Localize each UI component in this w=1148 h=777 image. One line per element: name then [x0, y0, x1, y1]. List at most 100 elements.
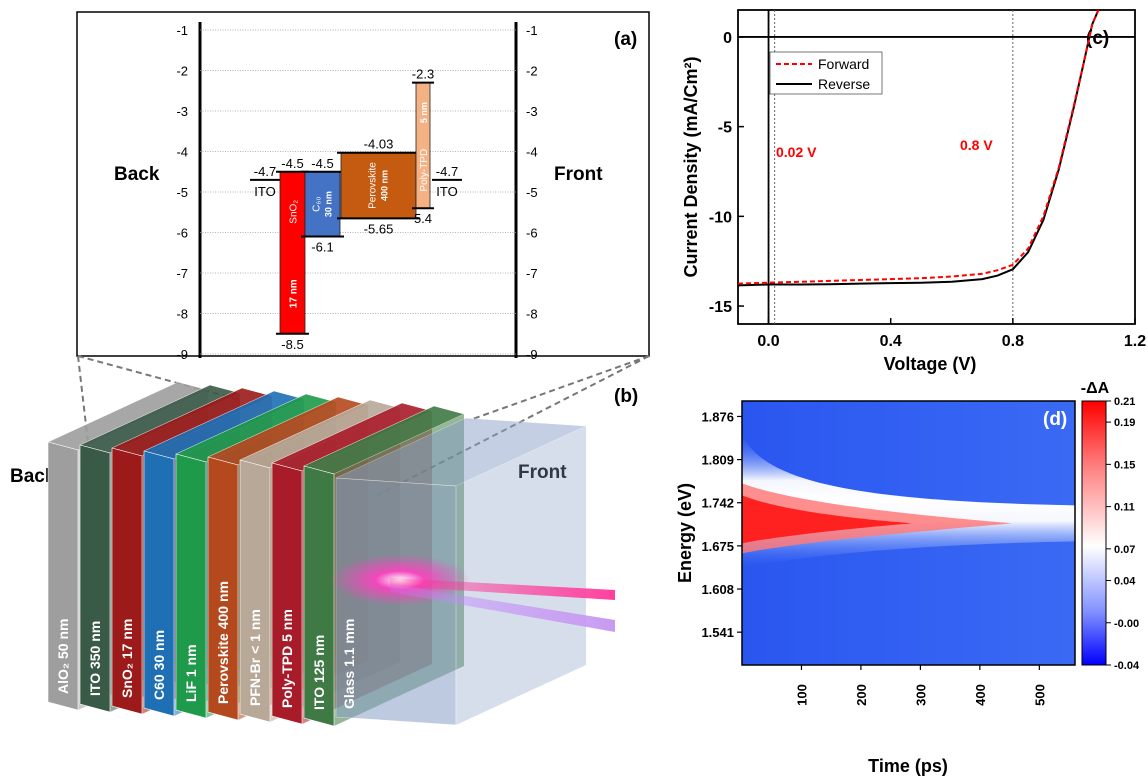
heatmap-signal-mid — [742, 483, 1012, 554]
band-thickness-label: 400 nm — [380, 170, 390, 201]
energy-tick-label-right: -8 — [526, 307, 538, 322]
band-name-label: Poly-TPD — [419, 149, 430, 192]
stack-layer-label: C60 30 nm — [151, 630, 167, 700]
band-top-value: -4.5 — [311, 156, 333, 171]
heatmap-xtick-label: 400 — [973, 684, 988, 706]
colorbar — [1081, 400, 1107, 666]
colorbar-tick-label: 0.11 — [1114, 502, 1135, 514]
band-thickness-label: 30 nm — [324, 191, 334, 217]
colorbar-title: -ΔA — [1081, 380, 1110, 397]
jv-series-forward — [737, 9, 1100, 285]
energy-tick-label-left: -2 — [176, 64, 188, 79]
energy-tick-label-left: -4 — [176, 145, 188, 160]
jv-ytick-label: -15 — [709, 299, 732, 316]
band-bar-sno2 — [279, 171, 306, 335]
jv-ytick-label: -5 — [718, 120, 732, 137]
colorbar-tick-label: 0.19 — [1114, 417, 1135, 429]
band-bottom-value: -8.5 — [281, 337, 303, 352]
colorbar-tick-label: 0.21 — [1114, 396, 1135, 408]
energy-tick-label-left: -6 — [176, 226, 188, 241]
panel-d-label: (d) — [1043, 409, 1067, 430]
energy-tick-label-left: -8 — [176, 307, 188, 322]
heatmap-ytick-label: 1.809 — [701, 453, 734, 468]
panel-a-label: (a) — [614, 29, 637, 50]
energy-tick-label-left: -3 — [176, 104, 188, 119]
heatmap-ytick-label: 1.675 — [701, 539, 734, 554]
band-name-label: SnO₂ — [289, 200, 300, 224]
colorbar-tick-label: 0.07 — [1114, 544, 1135, 556]
jv-xtick-label: 0.0 — [757, 333, 779, 350]
stack-layer-label: ITO 125 nm — [311, 635, 327, 710]
heatmap-ytick-label: 1.876 — [701, 409, 734, 424]
stack-layer-label: Poly-TPD 5 nm — [279, 609, 295, 708]
legend-reverse-label: Reverse — [818, 76, 870, 92]
energy-tick-label-left: -7 — [176, 266, 188, 281]
energy-tick-label-right: -4 — [526, 145, 538, 160]
heatmap-frame — [741, 400, 1076, 666]
band-bar-perovskite — [340, 152, 417, 219]
jv-legend: Forward Reverse — [769, 51, 883, 95]
annotation-0-8v: 0.8 V — [960, 137, 993, 153]
colorbar-tick-label: -0.00 — [1114, 618, 1139, 630]
zoom-line-left — [77, 355, 94, 487]
stack-layer-front — [303, 465, 335, 727]
energy-tick-label-right: -5 — [526, 185, 538, 200]
energy-tick-label-right: -9 — [526, 347, 538, 362]
legend-forward-label: Forward — [818, 56, 869, 72]
stack-layer-label: SnO₂ 17 nm — [119, 619, 135, 698]
band-top-value: -2.3 — [412, 67, 434, 82]
colorbar-tick-label: -0.04 — [1114, 660, 1140, 672]
band-bottom-value: -6.1 — [311, 240, 333, 255]
zoom-line-left2 — [77, 355, 241, 401]
device-stack-panel: (b) Back Front AlO₂ 50 nm ITO 350 nm SnO₂ … — [10, 355, 650, 727]
band-name-label: C₆₀ — [312, 196, 323, 211]
energy-tick-label-left: -1 — [176, 23, 188, 38]
stack-layer-label: AlO₂ 50 nm — [55, 619, 71, 694]
zoom-line-right2 — [469, 355, 650, 421]
band-bottom-value: 5.4 — [414, 211, 432, 226]
energy-tick-label-right: -1 — [526, 23, 538, 38]
band-top-value: -4.03 — [364, 137, 394, 152]
band-bar-c60 — [304, 171, 341, 237]
jv-xtick-label: 0.8 — [1002, 333, 1024, 350]
jv-ytick-label: 0 — [723, 30, 732, 47]
stack-layer-front — [143, 450, 175, 717]
energy-tick-label-left: -9 — [176, 347, 188, 362]
band-bottom-value: -5.65 — [364, 221, 394, 236]
energy-tick-label-left: -5 — [176, 185, 188, 200]
jv-xlabel: Voltage (V) — [884, 354, 977, 374]
jv-ylabel: Current Density (mA/Cm²) — [681, 56, 701, 277]
jv-xtick-label: 1.2 — [1124, 333, 1146, 350]
energy-tick-label-right: -6 — [526, 226, 538, 241]
stack-layer-label: Perovskite 400 nm — [215, 581, 231, 704]
stack-layer-front — [239, 459, 271, 723]
energy-tick-label-right: -3 — [526, 104, 538, 119]
laser-beam-pink — [390, 578, 615, 600]
transient-absorption-panel: (d) 1.876 1.809 1.742 1.675 1.608 1.541 100 200… — [675, 380, 1140, 776]
heatmap-ytick-label: 1.742 — [701, 496, 734, 511]
front-label-a: Front — [554, 164, 603, 185]
annotation-0-02v: 0.02 V — [776, 144, 817, 160]
band-thickness-label: 17 nm — [289, 279, 300, 308]
ito-level-value: -4.7 — [436, 164, 458, 179]
jv-ytick-label: -10 — [709, 209, 732, 226]
energy-tick-label-right: -2 — [526, 64, 538, 79]
band-top-value: -4.5 — [281, 156, 303, 171]
ito-level-value: -4.7 — [254, 164, 276, 179]
jv-curve-panel: (c) 0.0 0.4 0.8 1.2 0 -5 -10 -15 Forward Revers… — [681, 9, 1146, 374]
heatmap-ytick-label: 1.608 — [701, 582, 734, 597]
stack-layer-side — [456, 426, 586, 725]
band-thickness-label: 5 nm — [419, 102, 429, 123]
jv-xtick-label: 0.4 — [880, 333, 902, 350]
heatmap-ylabel: Energy (eV) — [675, 483, 695, 583]
ito-label: ITO — [436, 184, 457, 199]
ito-label: ITO — [254, 184, 275, 199]
colorbar-tick-label: 0.15 — [1114, 459, 1135, 471]
stack-layer-label: Glass 1.1 mm — [341, 619, 357, 709]
stack-layer-front — [111, 447, 143, 715]
front-label-b: Front — [518, 462, 567, 483]
stack-layer-front — [207, 456, 239, 721]
legend-box — [769, 51, 883, 95]
energy-diagram-panel: (a) Back Front -1 -1 -2 -2 -3 -3 -4 -4 -5 -5 -6 -6 -… — [76, 11, 650, 362]
